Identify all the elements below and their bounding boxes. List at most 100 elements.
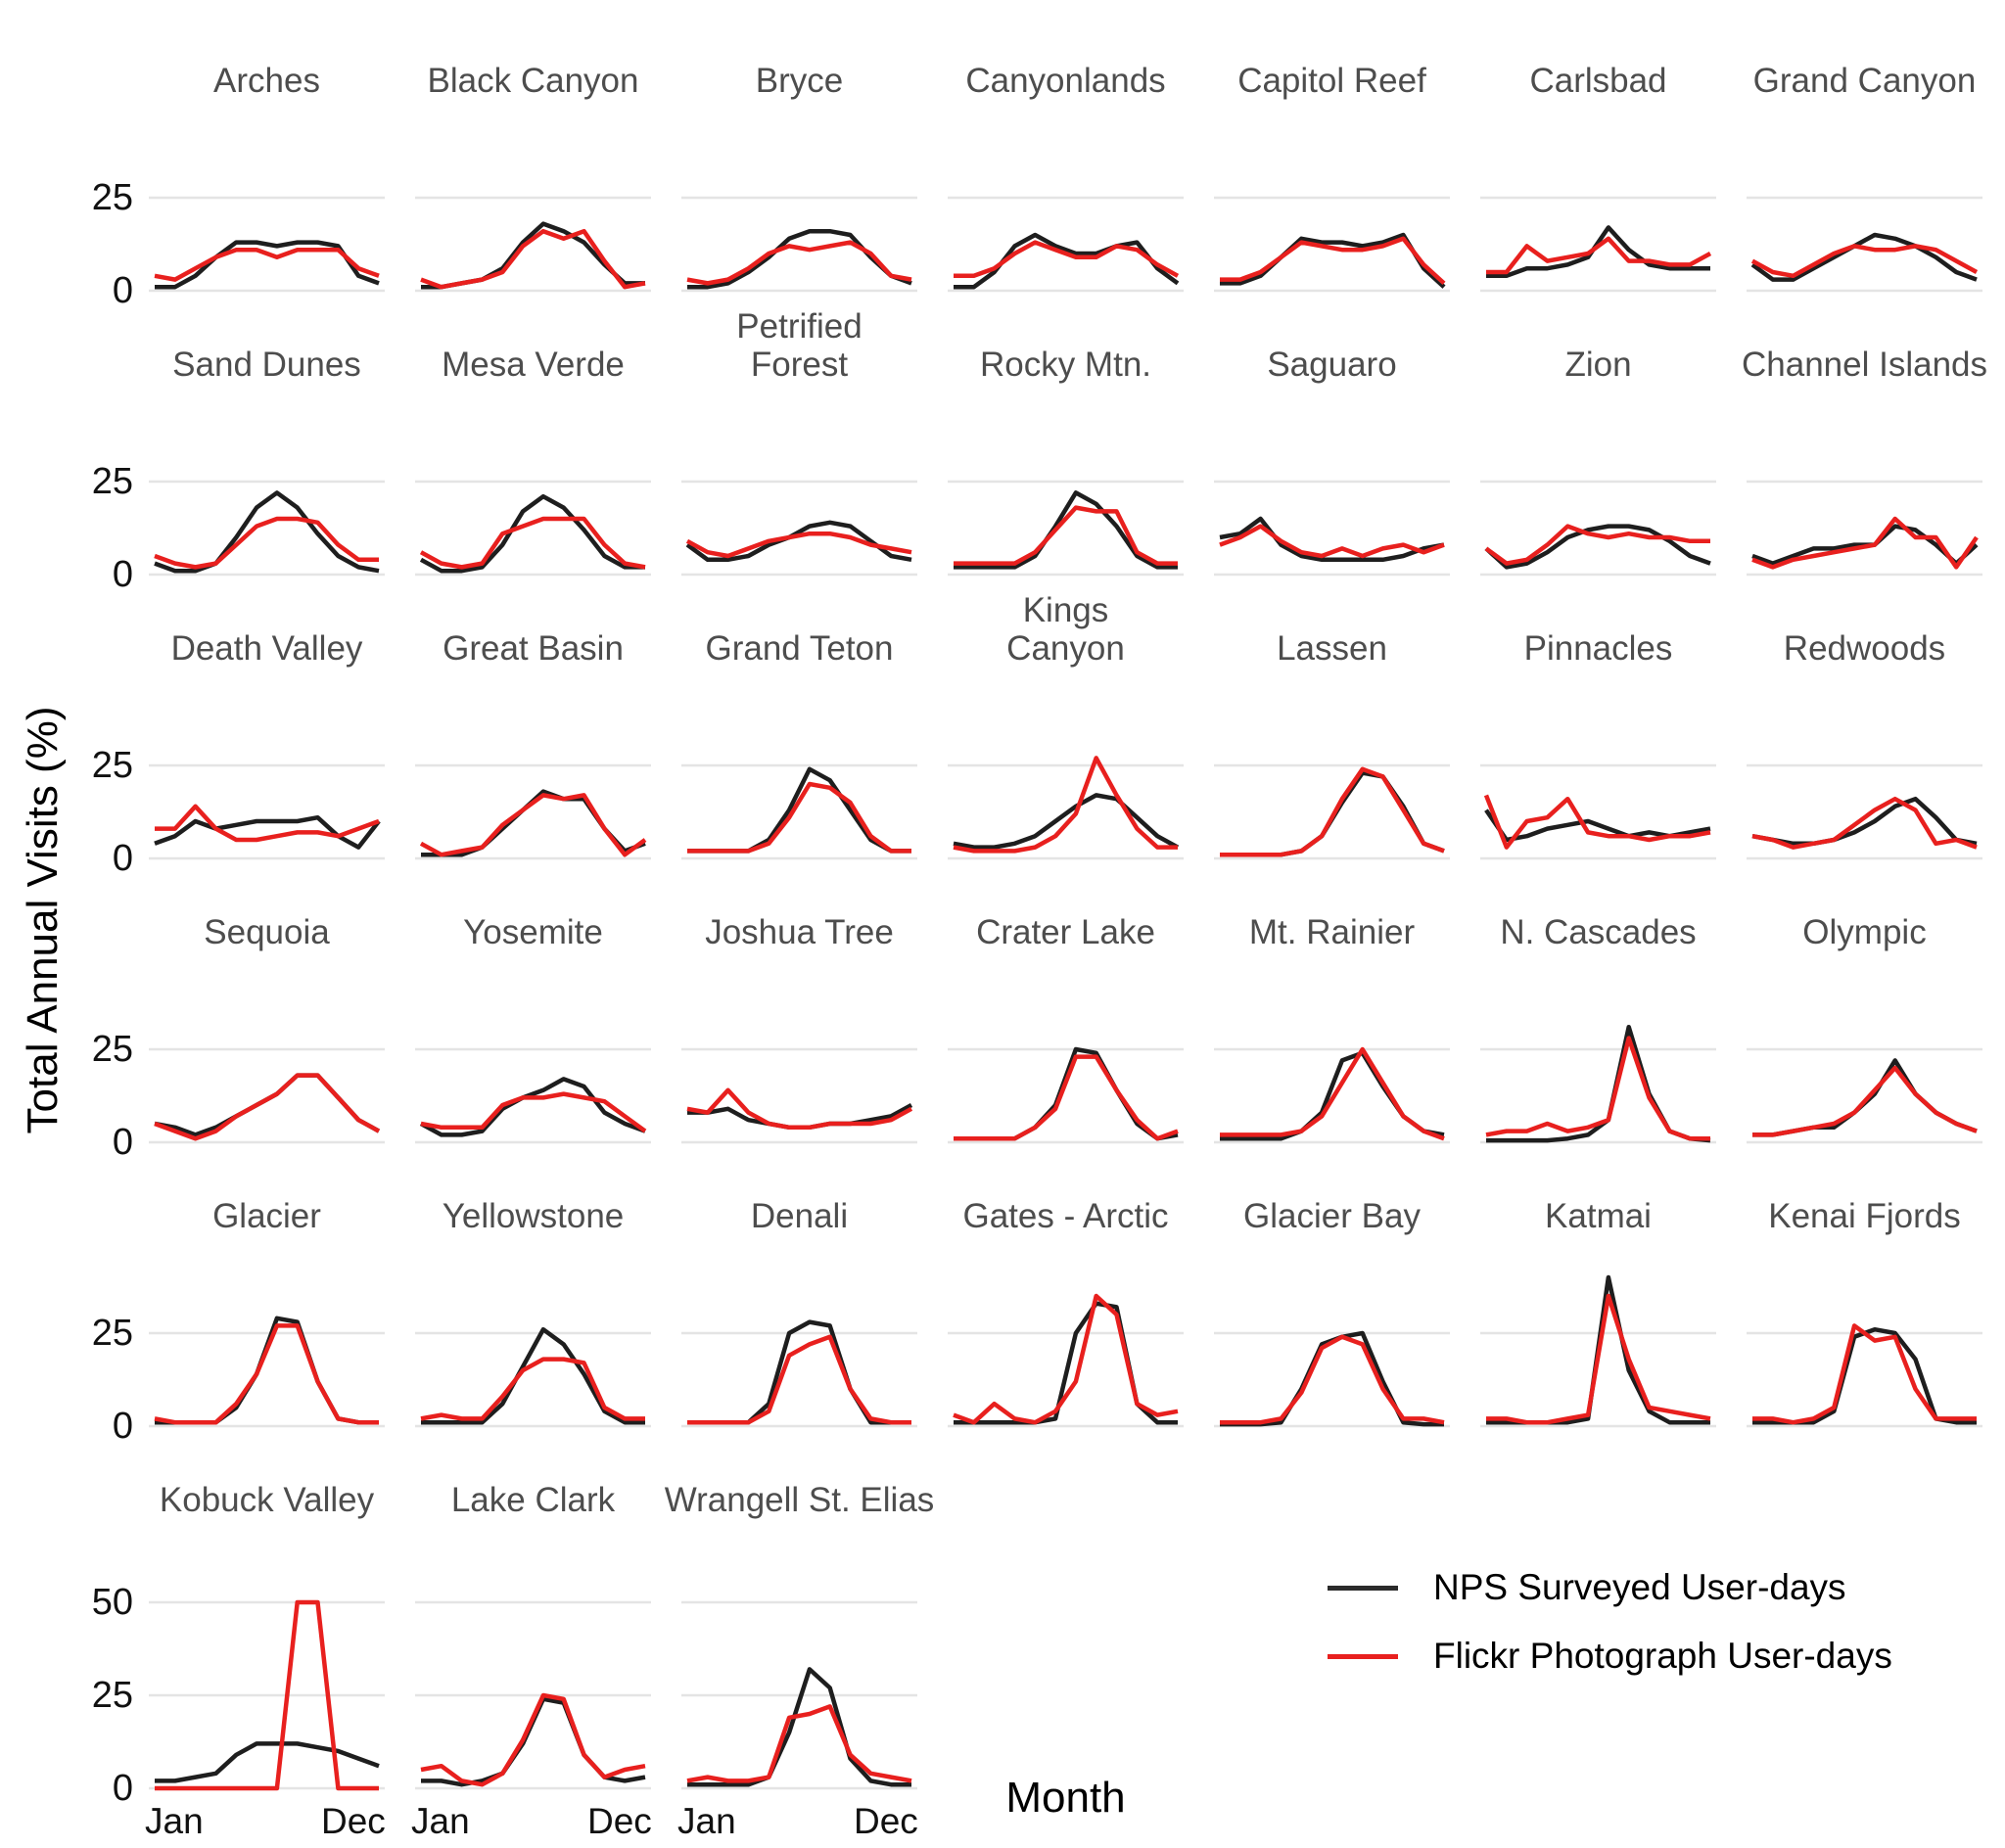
nps-line bbox=[1220, 232, 1446, 289]
x-tick-label-dec: Dec bbox=[321, 1801, 386, 1841]
facet-plot bbox=[1480, 1274, 1716, 1428]
facet-panel-zion: Zion bbox=[1478, 309, 1718, 585]
flickr-line bbox=[954, 505, 1178, 566]
facet-plot bbox=[415, 1600, 651, 1790]
y-tick-label: 25 bbox=[91, 1029, 133, 1070]
facet-panel-olympic: Olympic bbox=[1745, 877, 1984, 1153]
facet-panel-gates-arctic: Gates - Arctic bbox=[946, 1161, 1186, 1437]
flickr-line bbox=[420, 1692, 646, 1787]
facet-title: Sequoia bbox=[204, 912, 330, 951]
facet-panel-yosemite: Yosemite bbox=[413, 877, 653, 1153]
facet-panel-kobuck-valley: Kobuck Valley Jan Dec bbox=[145, 1445, 387, 1841]
facet-panel-grand-teton: Grand Teton bbox=[679, 593, 919, 869]
y-tick-label: 25 bbox=[91, 1675, 133, 1716]
facet-panel-lake-clark: Lake Clark Jan Dec bbox=[411, 1445, 653, 1841]
facet-plot bbox=[149, 480, 385, 577]
flickr-line bbox=[420, 1091, 647, 1133]
facet-plot bbox=[1214, 1330, 1450, 1428]
nps-line bbox=[421, 1696, 646, 1787]
facet-panel-glacier-bay: Glacier Bay bbox=[1212, 1161, 1452, 1437]
facet-panel-redwoods: Redwoods bbox=[1745, 593, 1984, 869]
flickr-line bbox=[687, 1334, 911, 1425]
facet-panel-kings-canyon: Kings Canyon bbox=[946, 591, 1186, 869]
facet-title: Capitol Reef bbox=[1237, 61, 1426, 100]
legend-item: NPS Surveyed User-days bbox=[1328, 1567, 1984, 1608]
flickr-line bbox=[155, 804, 380, 843]
facet-title: Redwoods bbox=[1783, 628, 1946, 668]
flickr-line bbox=[953, 756, 1178, 854]
facet-plot bbox=[681, 1600, 917, 1790]
facet-row-1: 25 0 Arches Black Canyon Bryce Canyonlands Cap… bbox=[92, 25, 1984, 311]
facet-title: Mesa Verde bbox=[442, 345, 625, 384]
nps-line bbox=[419, 1077, 646, 1137]
flickr-line bbox=[1752, 1065, 1978, 1137]
facet-plot bbox=[1214, 1046, 1450, 1144]
flickr-line bbox=[419, 793, 647, 857]
facet-plot bbox=[415, 763, 651, 860]
facet-plot bbox=[415, 480, 651, 577]
nps-line bbox=[1751, 796, 1978, 847]
facet-row-4: 25 0 Sequoia Yosemite Joshua Tree Crater Lake… bbox=[92, 877, 1984, 1163]
facet-row-6: 50 25 0 Kobuck Valley Jan Dec Lake Clark Jan Dec… bbox=[92, 1445, 1984, 1841]
flickr-line bbox=[1486, 236, 1712, 275]
nps-line bbox=[1484, 524, 1711, 570]
facet-panel-sand-dunes: Sand Dunes bbox=[147, 309, 387, 585]
flickr-line bbox=[1219, 524, 1445, 559]
facet-title: Joshua Tree bbox=[705, 912, 894, 951]
nps-line bbox=[954, 490, 1178, 570]
x-tick-label-jan: Jan bbox=[677, 1801, 736, 1841]
facet-plot bbox=[149, 1316, 385, 1428]
flickr-line bbox=[1220, 1046, 1445, 1141]
facet-panel-kenai-fjords: Kenai Fjords bbox=[1745, 1161, 1984, 1437]
facet-title: Grand Teton bbox=[705, 628, 894, 668]
facet-title: Kenai Fjords bbox=[1768, 1196, 1961, 1235]
facet-title: Bryce bbox=[755, 61, 844, 100]
facet-row-3: 25 0 Death Valley Great Basin Grand Teton Kin… bbox=[92, 591, 1984, 879]
nps-line bbox=[1752, 1058, 1978, 1137]
legend: NPS Surveyed User-days Flickr Photograph … bbox=[1212, 1567, 1984, 1677]
nps-line bbox=[1220, 1330, 1444, 1427]
flickr-line bbox=[155, 1599, 379, 1791]
nps-line bbox=[155, 1741, 380, 1783]
facet-panel-mesa-verde: Mesa Verde bbox=[413, 309, 653, 585]
legend-item: Flickr Photograph User-days bbox=[1328, 1636, 1984, 1677]
facet-title: Lassen bbox=[1277, 628, 1387, 668]
facet-plot bbox=[1747, 480, 1982, 577]
facet-title: Mt. Rainier bbox=[1248, 912, 1416, 951]
facet-row-5: 25 0 Glacier Yellowstone Denali Gates - Arcti… bbox=[92, 1161, 1984, 1447]
facet-panel-pinnacles: Pinnacles bbox=[1478, 593, 1718, 869]
facet-plot bbox=[1480, 480, 1716, 577]
facet-title: Crater Lake bbox=[976, 912, 1155, 951]
flickr-line bbox=[419, 516, 646, 570]
facet-panel-yellowstone: Yellowstone bbox=[413, 1161, 653, 1437]
facet-panel-channel-islands: Channel Islands bbox=[1742, 309, 1987, 585]
y-tick-label: 0 bbox=[112, 1122, 133, 1163]
facet-panel-canyonlands: Canyonlands bbox=[946, 25, 1186, 301]
facet-grid: 25 0 Arches Black Canyon Bryce Canyonlands Cap… bbox=[92, 25, 1987, 1841]
facet-panel-lassen: Lassen bbox=[1212, 593, 1452, 869]
facet-title: Glacier bbox=[212, 1196, 321, 1235]
facet-title: Gates - Arctic bbox=[962, 1196, 1169, 1235]
facet-title: Grand Canyon bbox=[1752, 61, 1977, 100]
facet-title: Petrified Forest bbox=[736, 306, 863, 384]
legend-label: Flickr Photograph User-days bbox=[1433, 1636, 1892, 1676]
facet-plot bbox=[149, 1047, 385, 1144]
x-tick-label-jan: Jan bbox=[411, 1801, 470, 1841]
nps-line bbox=[421, 221, 645, 290]
facet-title: Channel Islands bbox=[1742, 345, 1987, 384]
facet-panel-sequoia: Sequoia bbox=[147, 877, 387, 1153]
facet-title: Yellowstone bbox=[442, 1196, 625, 1235]
facet-title: N. Cascades bbox=[1500, 912, 1697, 951]
flickr-line bbox=[154, 516, 379, 570]
nps-line bbox=[1752, 1326, 1977, 1425]
nps-line bbox=[953, 793, 1180, 850]
flickr-line bbox=[1486, 1293, 1711, 1425]
flickr-line bbox=[954, 240, 1180, 279]
flickr-line bbox=[1750, 244, 1979, 279]
y-tick-label: 0 bbox=[112, 1768, 133, 1809]
facet-plot bbox=[415, 1326, 651, 1428]
nps-line bbox=[954, 1301, 1178, 1425]
nps-line bbox=[1750, 232, 1978, 282]
facet-title: Death Valley bbox=[170, 628, 363, 668]
flickr-line bbox=[953, 1293, 1179, 1425]
